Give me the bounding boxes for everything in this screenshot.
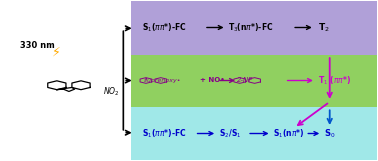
FancyBboxPatch shape bbox=[2, 1, 131, 160]
Text: S$_2$/S$_1$: S$_2$/S$_1$ bbox=[219, 127, 242, 140]
Text: S$_1$($\pi\pi$*)-FC: S$_1$($\pi\pi$*)-FC bbox=[142, 21, 187, 34]
FancyBboxPatch shape bbox=[131, 1, 376, 55]
Text: S$_1$($\pi\pi$*)-FC: S$_1$($\pi\pi$*)-FC bbox=[142, 127, 187, 140]
Text: 330 nm: 330 nm bbox=[20, 41, 55, 50]
Text: T$_3$(n$\pi$*)-FC: T$_3$(n$\pi$*)-FC bbox=[228, 21, 274, 34]
Text: + NO•: + NO• bbox=[200, 77, 225, 84]
Text: ⚡: ⚡ bbox=[52, 46, 61, 58]
FancyBboxPatch shape bbox=[131, 55, 376, 107]
Text: NO$_2$: NO$_2$ bbox=[103, 85, 119, 98]
FancyBboxPatch shape bbox=[131, 107, 376, 160]
Text: T$_2$: T$_2$ bbox=[318, 21, 330, 34]
Text: 2-NF: 2-NF bbox=[237, 77, 253, 84]
Text: fluorenoxy•: fluorenoxy• bbox=[144, 78, 181, 83]
Text: S$_1$(n$\pi$*): S$_1$(n$\pi$*) bbox=[273, 127, 305, 140]
Text: T$_1$ ($\pi\pi$*): T$_1$ ($\pi\pi$*) bbox=[318, 74, 352, 87]
Text: S$_0$: S$_0$ bbox=[324, 127, 336, 140]
